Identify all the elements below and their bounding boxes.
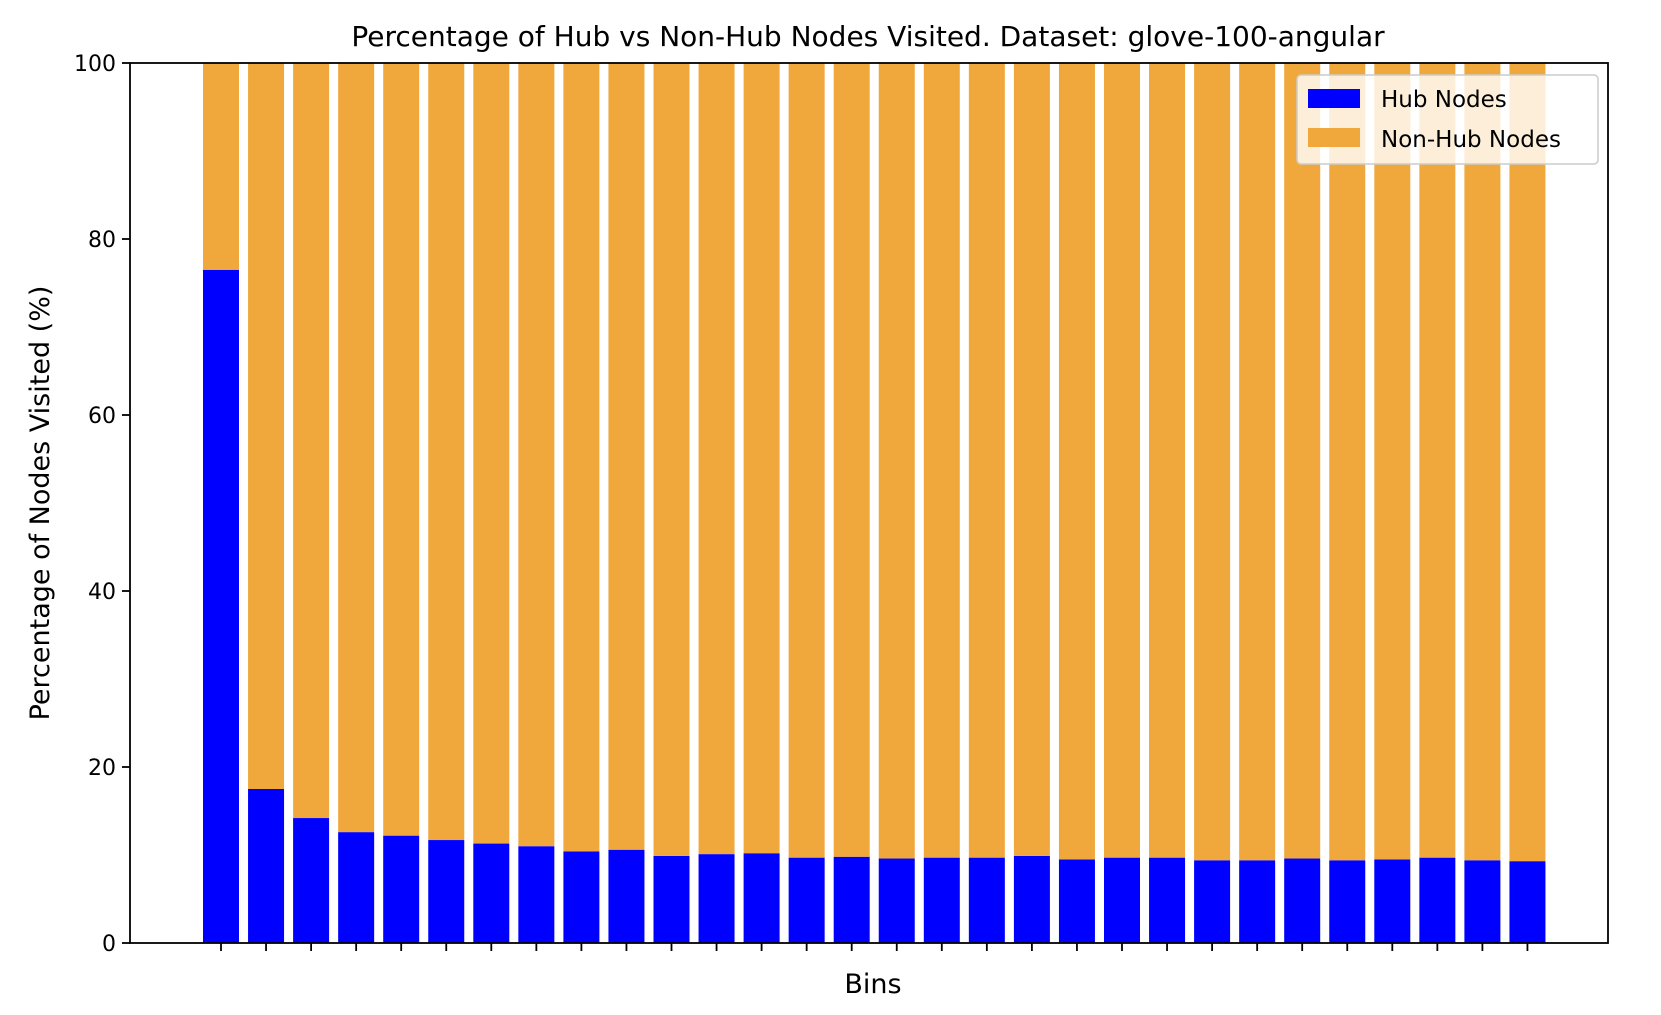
- bar-hub-nodes-17: [923, 857, 960, 943]
- legend-swatch-non-hub-nodes: [1308, 128, 1360, 147]
- bar-non-hub-nodes-3: [293, 63, 330, 819]
- bar-non-hub-nodes-27: [1374, 63, 1411, 860]
- bar-non-hub-nodes-15: [833, 63, 870, 857]
- bar-hub-nodes-11: [653, 855, 690, 943]
- bar-hub-nodes-8: [518, 846, 555, 943]
- bar-non-hub-nodes-25: [1284, 63, 1321, 859]
- bar-non-hub-nodes-12: [698, 63, 735, 855]
- bar-non-hub-nodes-18: [968, 63, 1005, 858]
- bar-hub-nodes-13: [743, 853, 780, 943]
- bar-hub-nodes-9: [563, 851, 600, 943]
- bar-hub-nodes-14: [788, 857, 825, 943]
- bar-hub-nodes-12: [698, 854, 735, 943]
- bar-non-hub-nodes-1: [203, 63, 239, 270]
- bar-non-hub-nodes-7: [473, 63, 510, 844]
- bar-non-hub-nodes-19: [1013, 63, 1050, 856]
- y-tick-label-20: 20: [88, 756, 116, 781]
- bar-non-hub-nodes-14: [788, 63, 825, 858]
- bar-hub-nodes-28: [1419, 857, 1456, 943]
- bar-hub-nodes-16: [878, 858, 915, 943]
- bar-non-hub-nodes-8: [518, 63, 555, 847]
- y-tick-label-80: 80: [88, 228, 116, 253]
- bar-non-hub-nodes-26: [1329, 63, 1366, 861]
- bar-non-hub-nodes-22: [1149, 63, 1186, 858]
- y-axis-label: Percentage of Nodes Visited (%): [25, 286, 56, 721]
- x-axis: [220, 943, 1529, 951]
- y-tick-label-100: 100: [74, 52, 116, 77]
- bar-hub-nodes-3: [293, 818, 330, 943]
- bar-hub-nodes-7: [473, 843, 510, 943]
- bar-hub-nodes-2: [248, 789, 285, 943]
- bar-non-hub-nodes-16: [878, 63, 915, 859]
- legend-label-hub-nodes: Hub Nodes: [1381, 87, 1507, 113]
- bar-hub-nodes-27: [1374, 859, 1411, 943]
- legend-swatch-hub-nodes: [1308, 89, 1360, 108]
- bar-hub-nodes-24: [1239, 860, 1276, 943]
- bar-non-hub-nodes-24: [1239, 63, 1276, 861]
- y-tick-label-40: 40: [88, 580, 116, 605]
- bar-non-hub-nodes-5: [383, 63, 420, 836]
- bar-hub-nodes-22: [1149, 857, 1186, 943]
- bar-hub-nodes-23: [1194, 860, 1231, 943]
- bar-hub-nodes-30: [1509, 861, 1546, 943]
- bar-hub-nodes-26: [1329, 860, 1366, 943]
- bar-hub-nodes-10: [608, 849, 645, 943]
- bar-non-hub-nodes-6: [428, 63, 465, 841]
- bar-hub-nodes-20: [1058, 859, 1095, 943]
- bar-non-hub-nodes-4: [338, 63, 375, 833]
- bar-non-hub-nodes-13: [743, 63, 780, 854]
- y-tick-label-60: 60: [88, 404, 116, 429]
- bar-non-hub-nodes-10: [608, 63, 645, 850]
- x-axis-label: Bins: [844, 969, 901, 1000]
- bar-non-hub-nodes-20: [1058, 63, 1095, 860]
- legend: Hub Nodes Non-Hub Nodes: [1296, 74, 1599, 165]
- bar-hub-nodes-15: [833, 856, 870, 943]
- chart-title: Percentage of Hub vs Non-Hub Nodes Visit…: [351, 20, 1385, 53]
- legend-label-non-hub-nodes: Non-Hub Nodes: [1381, 127, 1561, 153]
- bar-non-hub-nodes-17: [923, 63, 960, 858]
- bar-hub-nodes-4: [338, 832, 375, 943]
- y-tick-label-0: 0: [102, 932, 116, 957]
- bar-hub-nodes-1: [203, 269, 239, 943]
- bar-non-hub-nodes-28: [1419, 63, 1456, 858]
- plot-area: [203, 63, 1546, 943]
- bar-non-hub-nodes-29: [1464, 63, 1501, 861]
- bar-non-hub-nodes-11: [653, 63, 690, 856]
- legend-box: [1296, 74, 1599, 165]
- bar-non-hub-nodes-2: [248, 63, 285, 789]
- bar-non-hub-nodes-21: [1104, 63, 1140, 858]
- bar-hub-nodes-29: [1464, 860, 1501, 943]
- plot-frame: [129, 62, 1609, 944]
- bar-hub-nodes-21: [1104, 857, 1140, 943]
- bar-non-hub-nodes-23: [1194, 63, 1231, 861]
- bar-hub-nodes-19: [1013, 855, 1050, 943]
- bar-hub-nodes-25: [1284, 858, 1321, 943]
- bar-hub-nodes-5: [383, 835, 420, 943]
- bar-non-hub-nodes-9: [563, 63, 600, 852]
- bar-hub-nodes-6: [428, 840, 465, 943]
- bar-non-hub-nodes-30: [1509, 63, 1546, 862]
- bar-hub-nodes-18: [968, 857, 1005, 943]
- y-axis: 0 20 40 60 80 100: [74, 52, 130, 957]
